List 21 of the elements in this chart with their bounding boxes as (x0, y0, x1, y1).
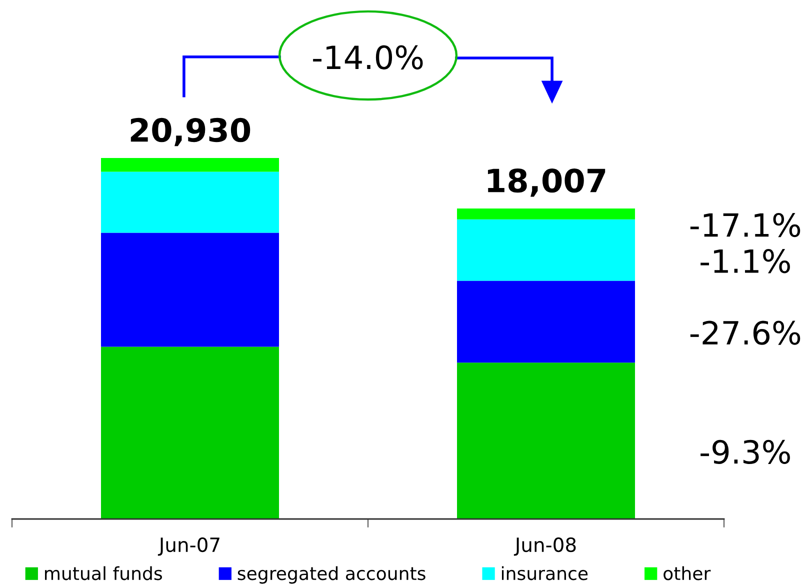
bar (457, 208, 635, 220)
bar (101, 172, 279, 233)
annotation: 20,930 (130, 118, 250, 146)
bar (101, 346, 279, 519)
x-tick-label: Jun-08 (514, 537, 576, 556)
text: -14.0% (313, 45, 423, 70)
bar (457, 280, 635, 363)
annotation: -9.3% (700, 440, 790, 464)
bar (101, 232, 279, 347)
legend-label: other (664, 566, 711, 580)
annotation: 18,007 (488, 168, 606, 197)
x-tick-label: Jun-07 (158, 537, 220, 556)
bar (457, 362, 635, 519)
legend-label: mutual funds (45, 566, 162, 580)
legend-label: insurance (502, 566, 588, 580)
annotation: -1.1% (700, 249, 790, 274)
annotation: -17.1% (690, 212, 800, 238)
legend-label: segregated accounts (238, 566, 426, 584)
bar (101, 158, 279, 172)
bar (457, 219, 635, 281)
annotation: -27.6% (690, 320, 800, 345)
